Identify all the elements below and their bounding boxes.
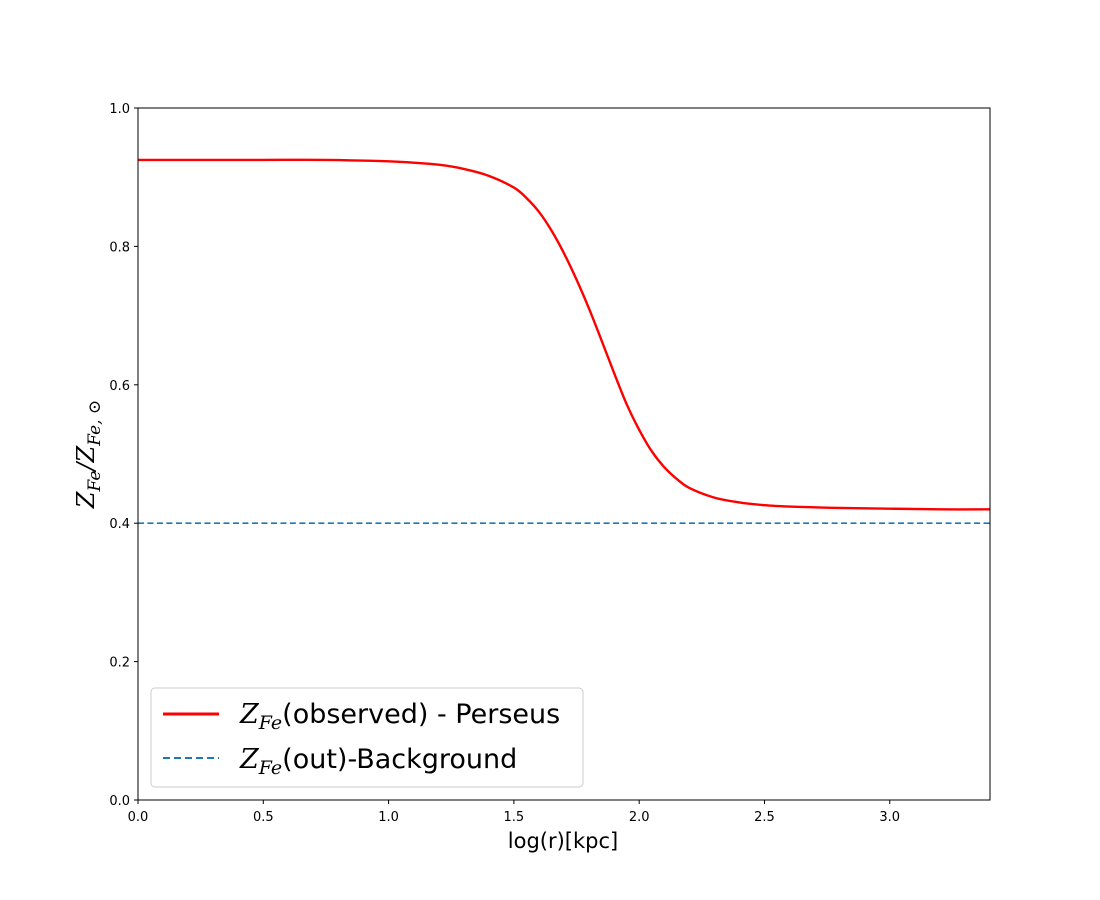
series-line-observed [138, 158, 991, 511]
y-label-sub1: Fe [85, 471, 105, 493]
y-axis-ticks: 0.0 0.2 0.4 0.6 0.8 1.0 [109, 102, 138, 809]
y-axis-label: ZFe/ZFe, ⊙ [72, 400, 105, 509]
axes-frame [137, 107, 991, 801]
legend-background-text: (out)-Background [282, 744, 517, 775]
y-tick-label: 1.0 [109, 102, 130, 117]
series-layer [138, 158, 991, 525]
x-tick-label: 2.0 [629, 810, 650, 825]
y-tick-label: 0.0 [109, 794, 130, 809]
x-axis-ticks: 0.0 0.5 1.0 1.5 2.0 2.5 3.0 [128, 800, 900, 825]
legend-background-z: Z [239, 744, 260, 775]
x-tick-label: 2.5 [754, 810, 775, 825]
y-tick-label: 0.8 [109, 240, 130, 255]
y-label-slash: / [72, 460, 100, 473]
legend-entry-observed: ZFe(observed) - Perseus [239, 699, 560, 734]
y-label-z2: Z [72, 444, 100, 463]
axes-background [138, 108, 990, 800]
plot-area [137, 107, 991, 801]
x-tick-label: 1.5 [504, 810, 525, 825]
legend-observed-sub: Fe [258, 712, 282, 734]
x-tick-label: 3.0 [879, 810, 900, 825]
legend-observed-text: (observed) - Perseus [282, 699, 560, 730]
y-label-z1: Z [72, 490, 100, 509]
x-tick-label: 0.5 [253, 810, 274, 825]
legend-frame [150, 687, 584, 788]
x-axis-label: log(r)[kpc] [508, 829, 618, 853]
x-tick-label: 0.0 [128, 810, 149, 825]
y-tick-label: 0.4 [109, 517, 130, 532]
legend-background-sub: Fe [258, 757, 282, 779]
x-tick-label: 1.0 [378, 810, 399, 825]
y-label-sub2: Fe, ⊙ [85, 400, 105, 447]
y-tick-label: 0.2 [109, 656, 130, 671]
legend-observed-z: Z [239, 699, 260, 730]
y-tick-label: 0.6 [109, 379, 130, 394]
legend: ZFe(observed) - Perseus ZFe(out)-Backgro… [150, 687, 584, 788]
legend-entry-background: ZFe(out)-Background [239, 744, 517, 779]
